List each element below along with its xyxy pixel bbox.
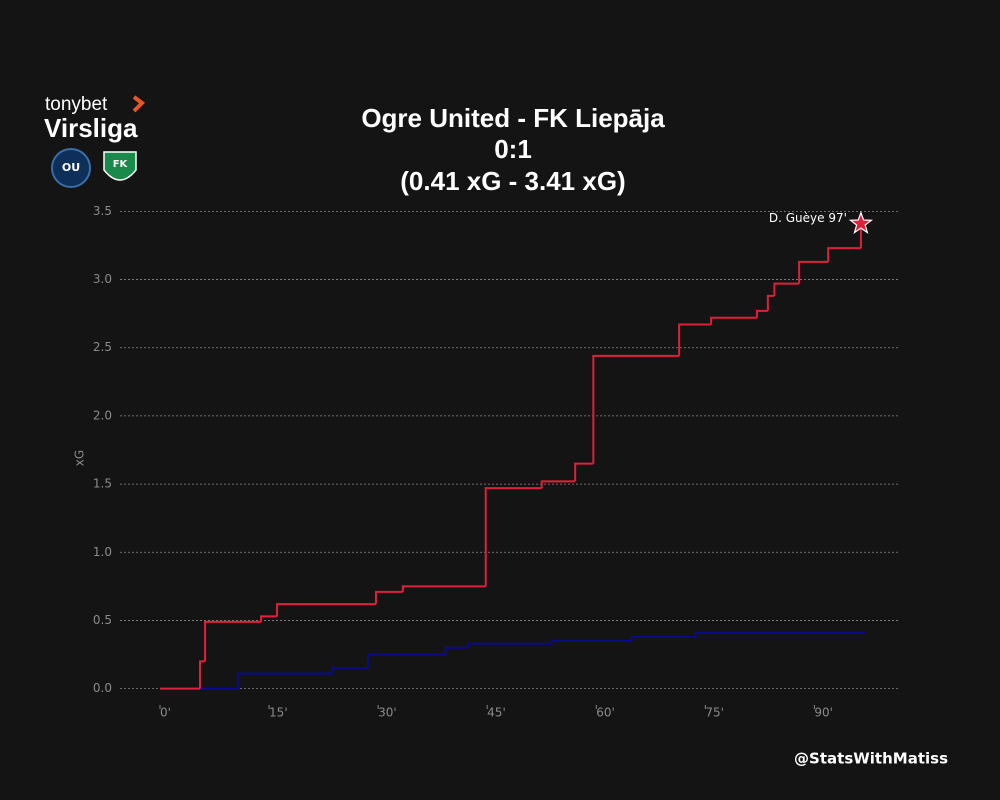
x-tick-label: 45' <box>487 706 506 720</box>
xg-step <box>678 323 712 356</box>
xg-step <box>332 667 368 674</box>
xg-step <box>827 247 861 262</box>
xg-step <box>755 309 768 318</box>
x-tick-label: 75' <box>705 706 724 720</box>
y-tick-label: 3.5 <box>93 204 112 218</box>
team-badge-text: OU <box>62 161 80 174</box>
xg-step <box>592 354 680 464</box>
xg-step <box>540 480 576 489</box>
xg-step <box>467 642 552 648</box>
chart-title: Ogre United - FK Liepāja <box>361 103 665 133</box>
xg-step <box>401 585 486 592</box>
y-axis-label: xG <box>73 450 87 466</box>
xg-step <box>374 590 403 605</box>
x-tick-label: 15' <box>269 706 288 720</box>
team-badge <box>103 151 137 181</box>
xg-step <box>276 603 376 617</box>
xg-step <box>798 260 829 284</box>
xg-step <box>484 487 542 587</box>
xg-step <box>236 672 334 689</box>
logo-text: tonybet <box>45 94 108 115</box>
watermark: @StatsWithMatiss <box>794 750 948 768</box>
x-tick-label: 90' <box>814 706 833 720</box>
xg-step <box>773 282 800 296</box>
goal-marker <box>848 210 874 234</box>
xg-step <box>366 653 446 669</box>
xg-step <box>260 615 278 622</box>
team-badge <box>51 148 91 188</box>
xg-step <box>766 294 775 311</box>
y-tick-label: 2.5 <box>93 340 112 354</box>
xg-step <box>204 620 262 662</box>
logo-icon <box>132 95 146 113</box>
chart-title: 0:1 <box>494 134 532 164</box>
x-tick-label: 0' <box>160 706 171 720</box>
xg-step <box>574 462 594 482</box>
team-badge-text: FK <box>113 159 129 170</box>
xg-step <box>550 639 632 644</box>
y-tick-label: 1.5 <box>93 477 112 491</box>
xg-step <box>694 631 866 637</box>
y-tick-label: 0.5 <box>93 613 112 627</box>
x-tick-label: 60' <box>596 706 615 720</box>
chart-title: (0.41 xG - 3.41 xG) <box>400 166 625 196</box>
y-tick-label: 2.0 <box>93 408 112 422</box>
goal-label: D. Guèye 97' <box>769 211 847 225</box>
xg-step <box>444 646 469 655</box>
y-tick-label: 0.0 <box>93 681 112 695</box>
xg-step <box>198 660 206 689</box>
y-tick-label: 3.0 <box>93 272 112 286</box>
xg-step <box>710 316 757 325</box>
logo-text: Virsliga <box>44 113 138 143</box>
xg-step <box>630 635 696 641</box>
y-tick-label: 1.0 <box>93 545 112 559</box>
x-tick-label: 30' <box>378 706 397 720</box>
